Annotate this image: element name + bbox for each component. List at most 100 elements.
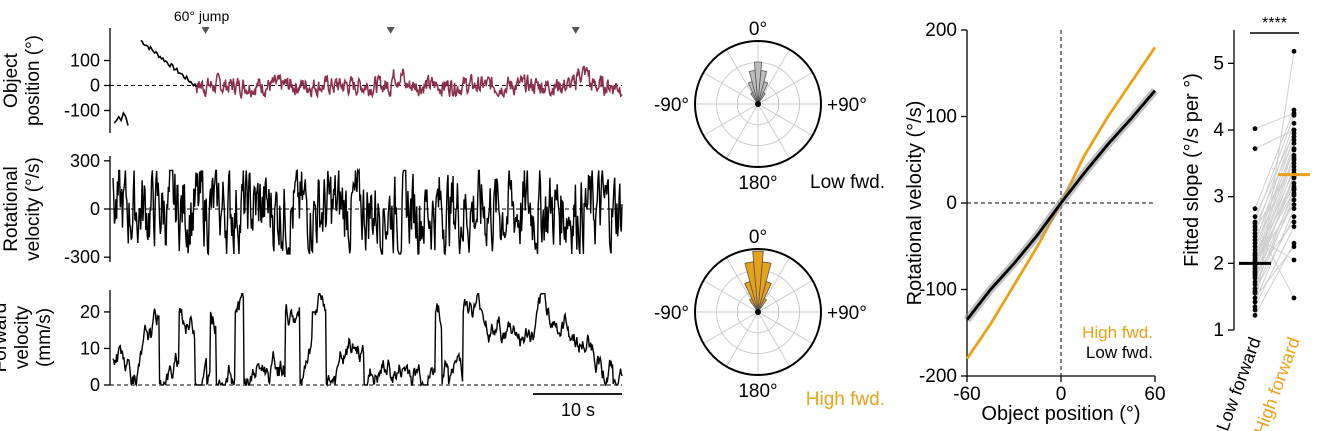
angle-label-bottom: 180°: [738, 173, 777, 194]
point-high-forward: [1291, 240, 1297, 246]
point-high-forward: [1291, 187, 1297, 193]
condition-label: Low fwd.: [810, 172, 885, 193]
subplot-3: 0 10 20 Forwardvelocity(mm/s): [0, 290, 623, 395]
pair-line: [1254, 189, 1295, 264]
angle-label-left: -90°: [654, 95, 689, 116]
point-low-forward: [1252, 206, 1258, 212]
point-high-forward: [1291, 134, 1297, 140]
pair-line: [1254, 204, 1295, 263]
pair-line: [1254, 169, 1295, 259]
pair-line: [1254, 226, 1295, 307]
x-tick-label: 60: [1144, 384, 1165, 405]
point-high-forward: [1291, 190, 1297, 196]
y-tick-label: -100: [64, 101, 100, 121]
y-tick-label: -200: [919, 366, 957, 387]
point-low-forward: [1252, 299, 1258, 305]
point-high-forward: [1291, 257, 1297, 263]
y-axis-label-line: velocity: [12, 305, 33, 369]
polar-bar: [753, 61, 763, 105]
pair-line: [1254, 236, 1295, 261]
y-tick-label: 20: [80, 302, 100, 322]
y-axis-label: Rotational velocity (°/s): [904, 101, 926, 306]
polar-grid-spoke: [703, 72, 759, 105]
angle-label-bottom: 180°: [738, 381, 777, 402]
y-tick-label: 1: [1213, 320, 1224, 341]
jump-label: 60° jump: [174, 8, 230, 24]
polar-grid-spoke: [703, 103, 759, 136]
trace-rotational-velocity: [112, 167, 623, 256]
point-low-forward: [1252, 304, 1258, 310]
point-high-forward: [1291, 120, 1297, 126]
polar-grid-spoke: [726, 311, 759, 367]
pair-line: [1254, 188, 1295, 289]
legend-entry: High fwd.: [1082, 323, 1153, 342]
point-low-forward: [1252, 224, 1258, 230]
point-high-forward: [1291, 48, 1297, 54]
point-high-forward: [1291, 244, 1297, 250]
point-low-forward: [1252, 250, 1258, 256]
polar-grid-spoke: [757, 311, 790, 367]
point-low-forward: [1252, 146, 1258, 152]
point-high-forward: [1291, 160, 1297, 166]
subplot-2: -300 0 300 Rotationalvelocity (°/s): [1, 151, 623, 267]
pair-line: [1254, 133, 1295, 217]
angle-label-top: 0°: [749, 19, 767, 40]
angle-label-top: 0°: [749, 227, 767, 248]
point-low-forward: [1252, 244, 1258, 250]
pair-line: [1254, 186, 1295, 254]
trace-black-drop: [140, 39, 198, 88]
point-high-forward: [1291, 202, 1297, 208]
y-axis-label-line: velocity (°/s): [23, 157, 44, 261]
x-axis-label: Object position (°): [981, 403, 1140, 425]
subplot-1: -100 0 100 Objectposition (°): [1, 28, 623, 133]
y-tick-label: 100: [70, 51, 100, 71]
point-high-forward: [1291, 224, 1297, 230]
y-tick-label: 100: [925, 107, 957, 128]
point-high-forward: [1291, 110, 1297, 116]
y-tick-label: 3: [1213, 187, 1224, 208]
point-high-forward: [1291, 206, 1297, 212]
y-axis-label-line: Object: [1, 52, 22, 108]
y-axis-label-line: Rotational: [1, 166, 22, 252]
jump-marker: [201, 27, 210, 34]
legend-entry: Low fwd.: [1086, 343, 1153, 362]
y-tick-label: 0: [90, 375, 100, 395]
polar-grid-spoke: [757, 103, 790, 159]
y-axis-label: Rotationalvelocity (°/s): [1, 157, 44, 261]
polar-grid-spoke: [757, 311, 813, 344]
scalebar-label: 10 s: [561, 400, 595, 420]
point-high-forward: [1291, 130, 1297, 136]
point-high-forward: [1291, 167, 1297, 173]
pair-line: [1254, 216, 1295, 292]
point-high-forward: [1291, 155, 1297, 161]
polar-grid-spoke: [757, 103, 813, 136]
point-low-forward: [1252, 247, 1258, 253]
point-high-forward: [1291, 197, 1297, 203]
polar-grid-spoke: [757, 72, 813, 105]
pair-line: [1254, 208, 1295, 303]
point-high-forward: [1291, 164, 1297, 170]
point-high-forward: [1291, 140, 1297, 146]
point-low-forward: [1252, 214, 1258, 220]
y-tick-label: 0: [90, 76, 100, 96]
polar-outline: [694, 248, 822, 376]
pair-line: [1254, 112, 1295, 130]
point-high-forward: [1291, 107, 1297, 113]
y-tick-label: 300: [70, 151, 100, 171]
polar-outline: [694, 40, 822, 168]
point-low-forward: [1252, 240, 1258, 246]
polar-bar: [757, 298, 767, 313]
pair-line: [1254, 195, 1295, 294]
pair-line: [1254, 149, 1295, 241]
point-low-forward: [1252, 295, 1258, 301]
point-low-forward: [1252, 227, 1258, 233]
y-tick-label: 200: [925, 20, 957, 41]
angle-label-left: -90°: [654, 303, 689, 324]
series-line: [965, 89, 1157, 321]
jump-marker: [571, 27, 580, 34]
point-high-forward: [1291, 180, 1297, 186]
pair-line: [1254, 157, 1295, 247]
polar-grid-spoke: [703, 311, 759, 344]
point-low-forward: [1252, 237, 1258, 243]
polar-high-forward-panel: 0° -90° +90° 180° High fwd.: [654, 227, 885, 410]
